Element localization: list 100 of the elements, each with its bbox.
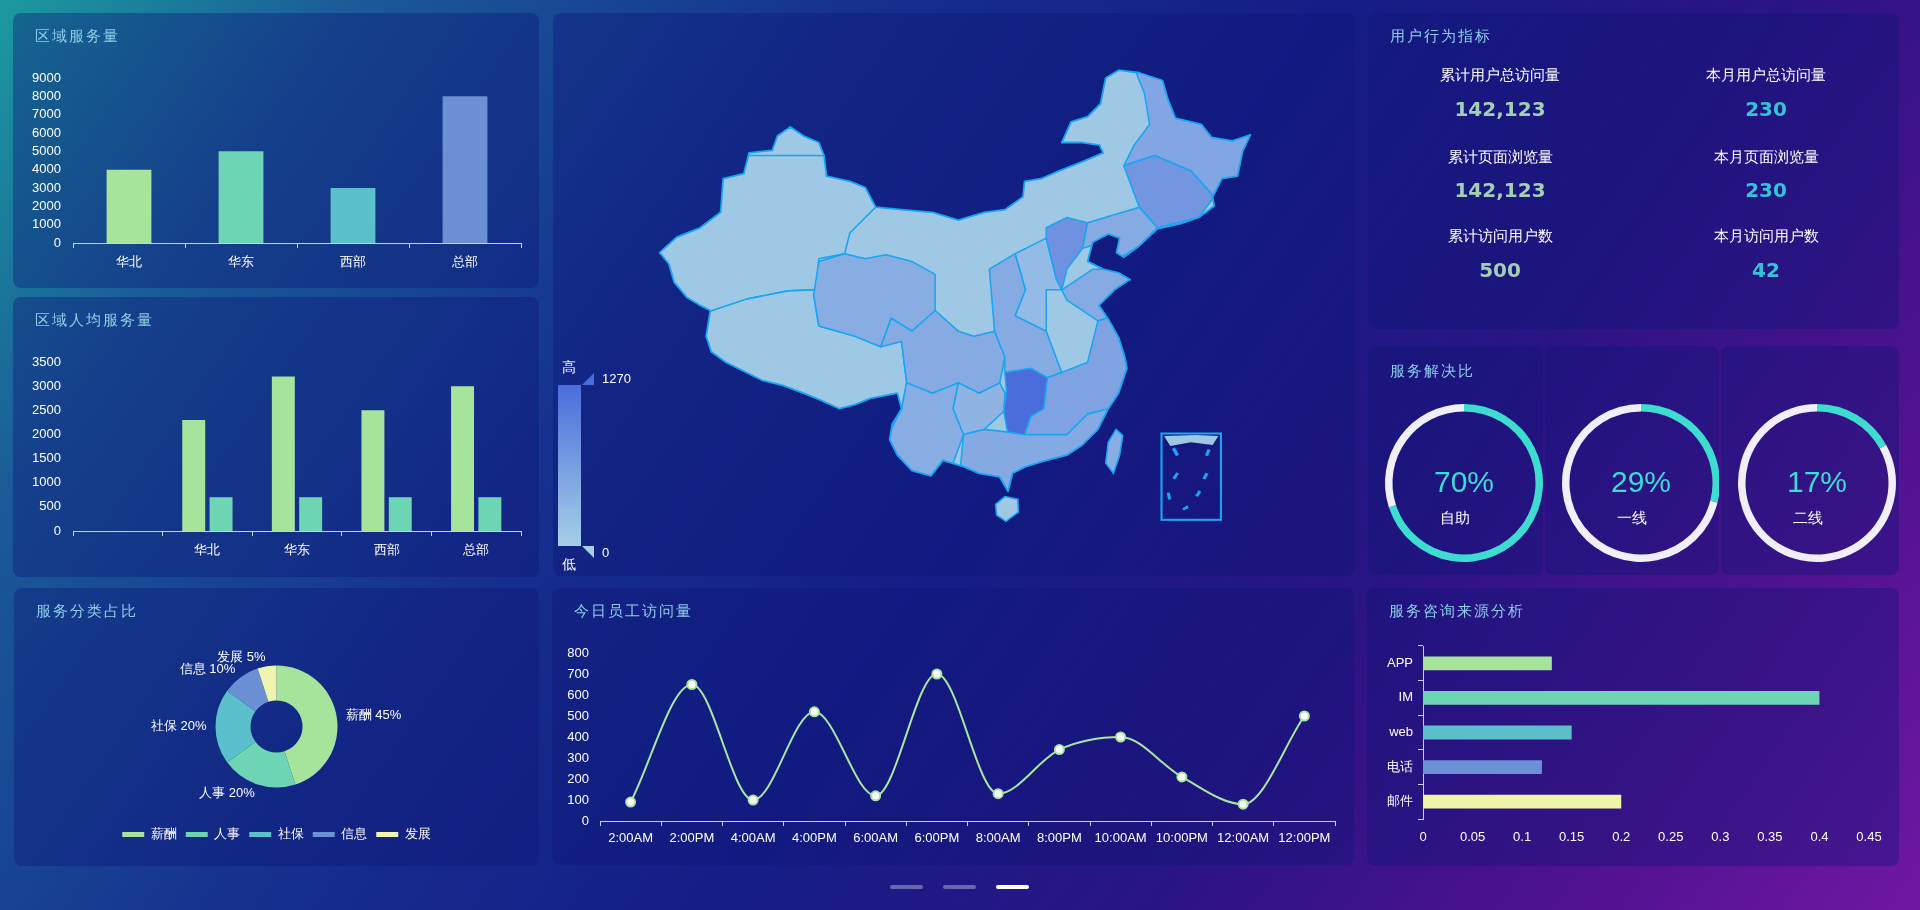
x-tick-label: 西部 [373,542,400,558]
bar [218,151,264,243]
chart-title: 服务解决比 [1390,361,1475,380]
point [747,794,759,806]
bar [1423,794,1622,809]
x-tick-label: 2:00AM [608,830,654,846]
y-tick-label: 4000 [32,161,61,177]
point [931,668,943,680]
x-tick-label: 12:00AM [1217,830,1270,846]
y-tick-label: 100 [567,791,589,807]
y-tick-label: APP [1386,654,1413,670]
x-tick-label: 0.05 [1459,829,1486,845]
text: 低 [562,555,576,572]
text: 142,123 [1454,97,1546,121]
chart-title: 服务咨询来源分析 [1389,601,1525,620]
x-tick-label: 华东 [228,254,254,270]
x-tick-label: 0.45 [1856,829,1882,845]
text: 本月访问用户数 [1713,226,1819,245]
x-tick-label: 0 [1419,829,1427,845]
text: 142,123 [1454,178,1546,202]
x-tick-label: 总部 [462,542,490,558]
text: 230 [1745,178,1787,202]
legend-label: 人事 [214,826,241,842]
bar [1423,656,1552,671]
x-tick-label: 华东 [284,542,310,558]
x-tick-label: 0.15 [1559,829,1585,845]
y-tick-label: 700 [567,665,589,681]
x-tick-label: 0.3 [1711,829,1730,845]
bar [106,169,152,243]
y-tick-label: 电话 [1387,758,1413,774]
bar [182,419,206,531]
point [870,790,882,802]
y-tick-label: 9000 [32,69,61,85]
y-tick-label: 3000 [32,377,61,393]
bar [478,497,502,531]
y-tick-label: 2500 [32,401,61,417]
bar [451,386,475,531]
y-tick-label: 1500 [32,450,61,466]
x-tick-label: 0.25 [1658,829,1684,845]
slice-label: 二线 [1793,509,1823,527]
y-tick-label: 邮件 [1387,793,1413,809]
point [625,796,637,808]
text: 累计用户总访问量 [1440,65,1560,84]
text: 本月页面浏览量 [1713,147,1819,166]
y-tick-label: 0 [53,522,61,538]
x-tick-label: 华北 [116,254,142,270]
point [1176,771,1188,783]
bar [1423,760,1542,775]
data-label: 70% [1433,465,1495,499]
text: 230 [1745,97,1787,121]
point [1298,710,1310,722]
bar [442,96,488,243]
y-tick-label: 8000 [32,87,61,103]
x-tick-label: 西部 [340,254,366,270]
text: 1270 [602,370,631,386]
y-tick-label: 500 [39,498,61,514]
y-tick-label: 0 [581,812,589,828]
y-tick-label: 600 [567,686,589,702]
x-tick-label: 0.2 [1612,829,1631,845]
x-tick-label: 8:00PM [1036,830,1082,846]
x-tick-label: 8:00AM [975,830,1021,846]
text: 本月用户总访问量 [1706,65,1826,84]
data-label: 29% [1610,465,1672,499]
y-tick-label: 500 [567,707,589,723]
x-tick-label: 0.1 [1513,829,1532,845]
data-label: 17% [1786,465,1848,499]
y-tick-label: 800 [567,644,589,660]
x-tick-label: 0.4 [1810,829,1829,845]
x-tick-label: 12:00PM [1278,830,1331,846]
x-tick-label: 6:00PM [914,830,960,846]
text: 42 [1752,258,1780,282]
point [1237,798,1249,810]
bar [209,497,233,531]
y-tick-label: 6000 [32,124,61,140]
x-tick-label: 0.35 [1757,829,1783,845]
y-tick-label: 200 [567,770,589,786]
text: 累计页面浏览量 [1447,147,1553,166]
chart-title: 今日员工访问量 [574,601,693,620]
legend-label: 薪酬 [150,826,177,842]
y-tick-label: 400 [567,728,589,744]
x-tick-label: 6:00AM [853,830,899,846]
x-tick-label: 华北 [194,542,221,558]
bar [1423,690,1820,705]
data-label: 人事 20% [199,784,256,800]
bar [271,376,295,531]
legend-label: 社保 [277,826,304,842]
point [1115,731,1127,743]
text: 累计访问用户数 [1447,226,1553,245]
data-label: 薪酬 45% [345,707,402,723]
x-tick-label: 4:00PM [791,830,837,846]
x-tick-label: 4:00AM [730,830,776,846]
slice-label: 一线 [1617,509,1647,527]
slice-label: 自助 [1440,509,1470,527]
x-tick-label: 10:00PM [1155,830,1208,846]
y-tick-label: IM [1398,689,1413,705]
data-label: 社保 20% [150,718,207,734]
y-tick-label: 2000 [32,426,61,442]
bar [330,188,376,243]
y-tick-label: 7000 [32,106,61,122]
x-tick-label: 2:00PM [669,830,715,846]
